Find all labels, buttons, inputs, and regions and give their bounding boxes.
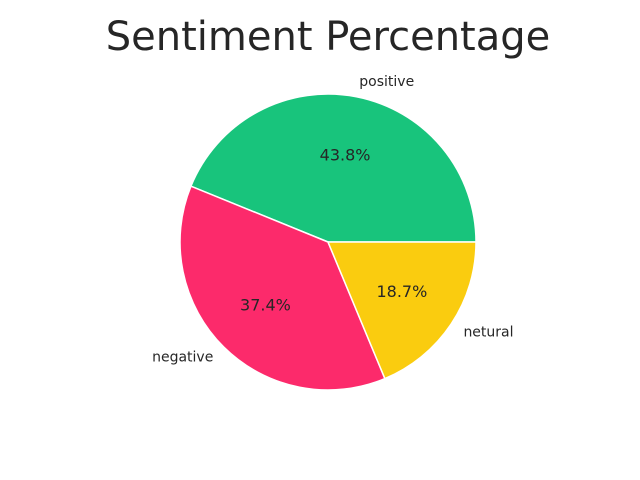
pie-labels: 43.8% positive 37.4% negative 18.7% netural	[152, 74, 513, 365]
slice-label-positive: positive	[359, 74, 414, 90]
pct-label-positive: 43.8%	[320, 145, 371, 164]
chart-title: Sentiment Percentage	[106, 14, 551, 60]
pct-label-negative: 37.4%	[240, 296, 291, 315]
pie-slices	[179, 93, 477, 391]
pie-slice-negative	[179, 185, 386, 391]
pct-label-netural: 18.7%	[376, 282, 427, 301]
slice-label-netural: netural	[463, 324, 513, 340]
pie-slice-netural	[326, 241, 477, 380]
slice-label-negative: negative	[152, 350, 213, 366]
pie-slice-positive	[189, 93, 477, 243]
